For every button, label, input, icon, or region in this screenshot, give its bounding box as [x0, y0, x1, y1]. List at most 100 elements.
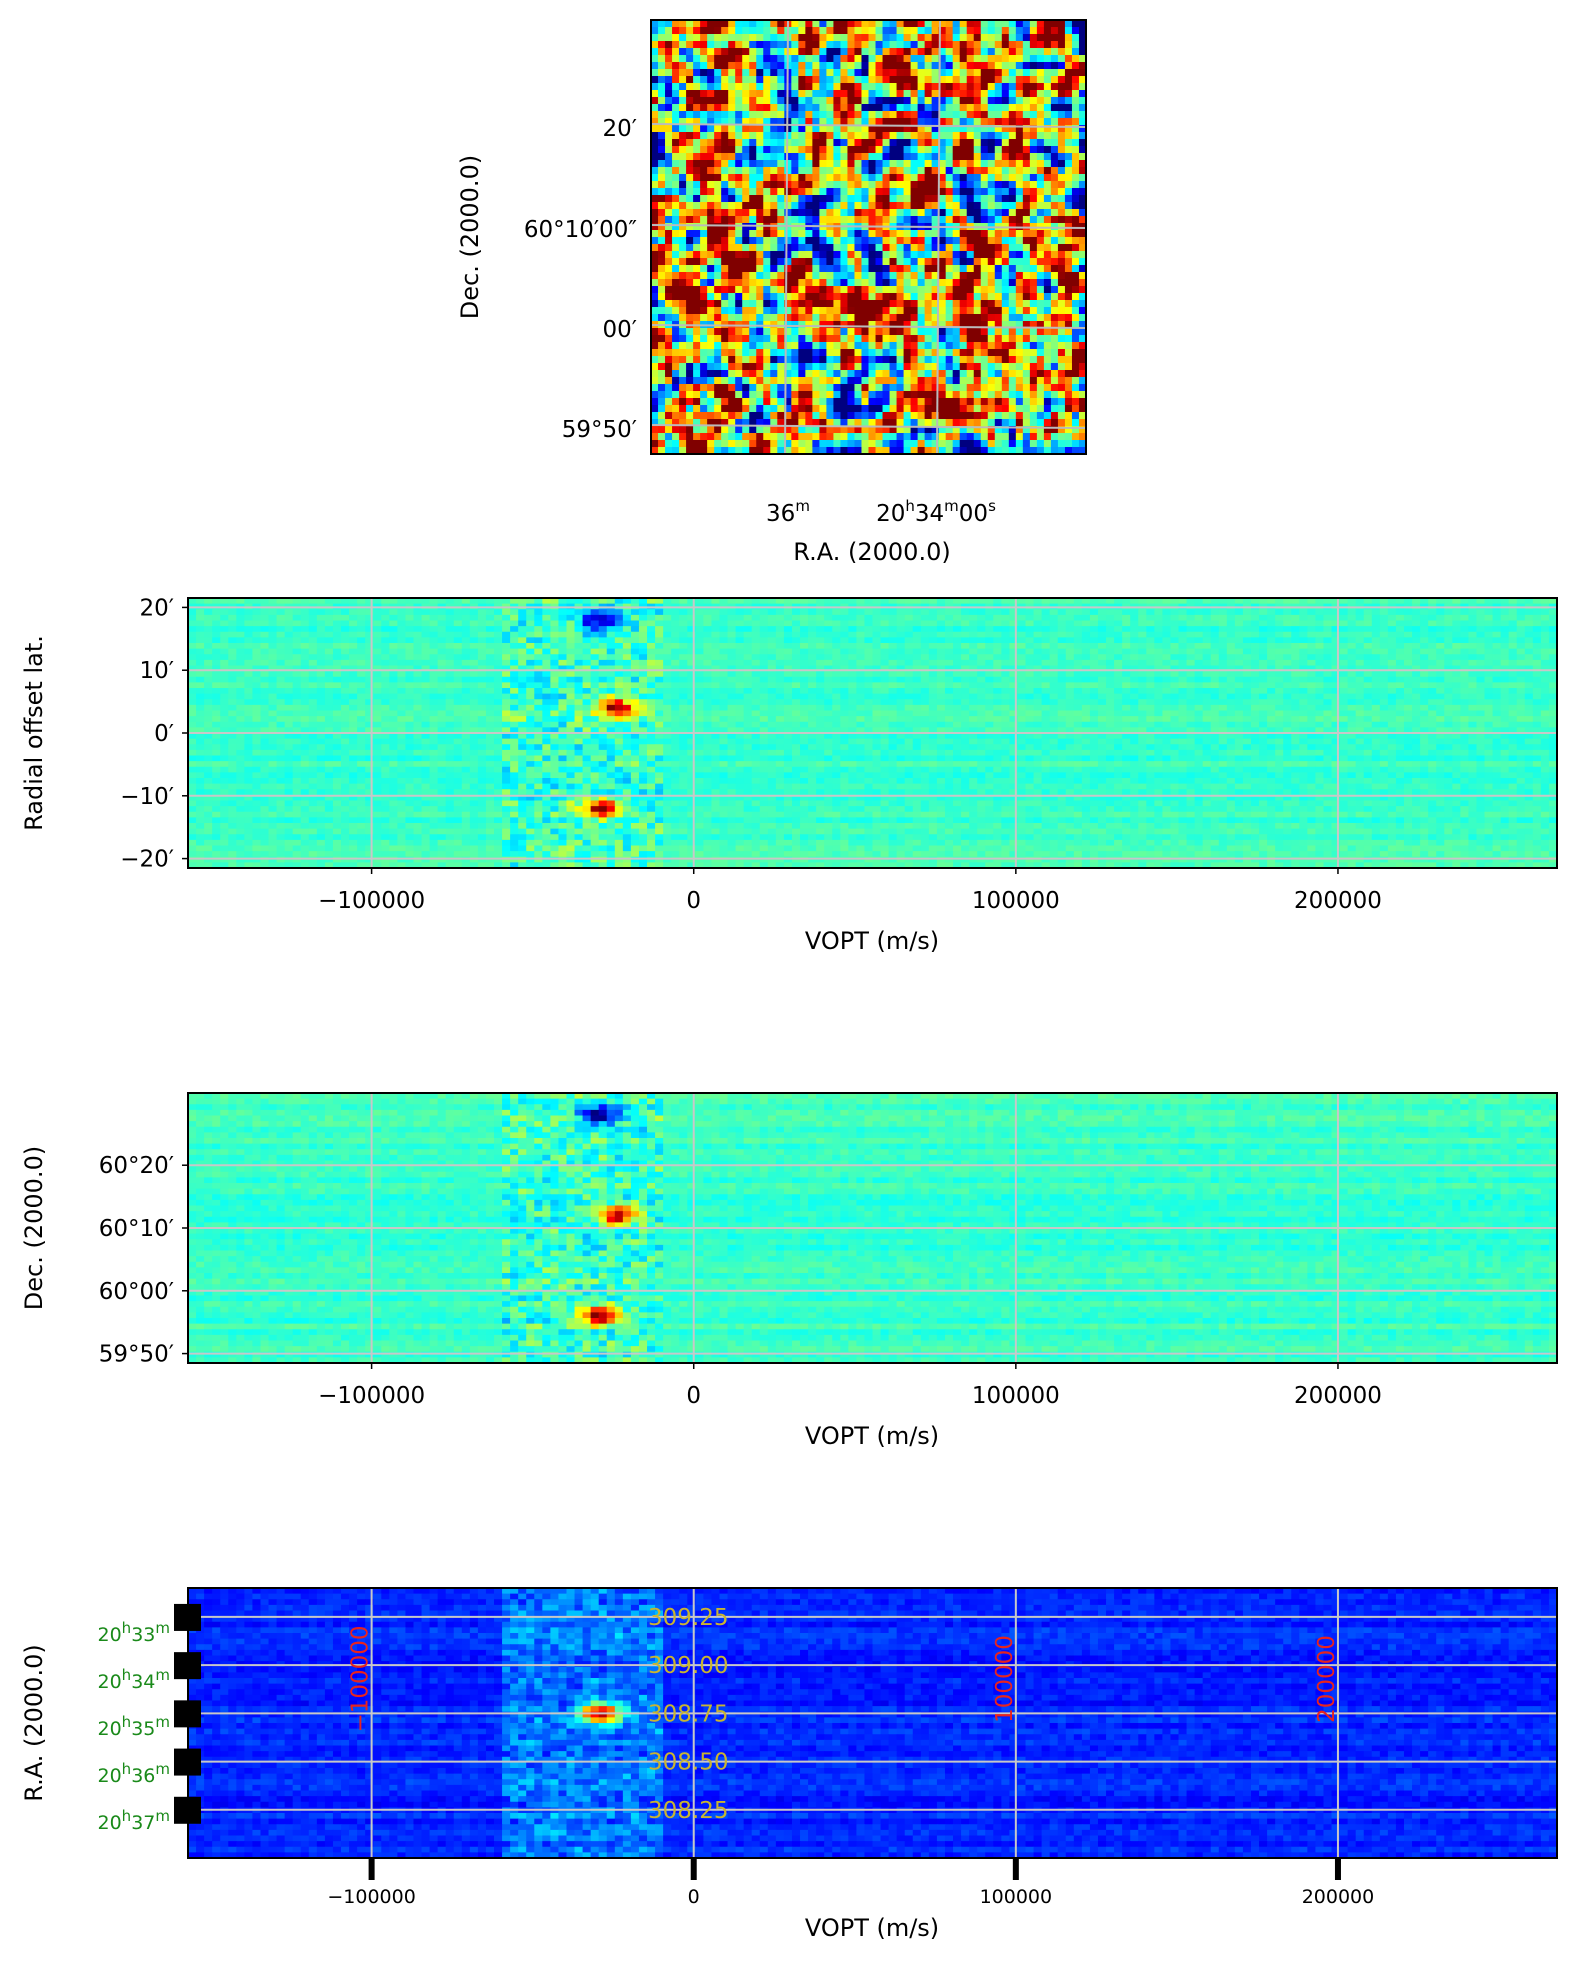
- image-pixel: [700, 216, 708, 224]
- image-pixel: [889, 391, 898, 399]
- image-pixel: [833, 76, 842, 84]
- image-pixel: [882, 83, 891, 91]
- image-pixel: [1043, 202, 1052, 210]
- pv-pixel: [912, 626, 922, 633]
- image-pixel: [763, 237, 771, 245]
- image-pixel: [728, 181, 736, 189]
- image-pixel: [826, 209, 835, 217]
- image-pixel: [889, 300, 898, 308]
- pv-pixel: [832, 631, 841, 638]
- image-pixel: [651, 286, 659, 294]
- image-pixel: [910, 363, 919, 371]
- image-pixel: [882, 237, 891, 245]
- image-pixel: [763, 160, 771, 168]
- image-pixel: [812, 307, 820, 315]
- image-pixel: [980, 377, 989, 385]
- image-pixel: [994, 265, 1003, 273]
- pv-pixel: [292, 626, 302, 633]
- image-pixel: [1050, 174, 1059, 182]
- image-pixel: [994, 146, 1003, 154]
- image-pixel: [868, 363, 877, 371]
- image-pixel: [931, 258, 940, 266]
- pv-pixel: [791, 614, 801, 622]
- image-pixel: [840, 62, 849, 70]
- image-pixel: [756, 195, 764, 203]
- image-pixel: [903, 342, 912, 350]
- image-pixel: [924, 41, 933, 49]
- image-pixel: [777, 195, 785, 203]
- image-pixel: [987, 69, 996, 77]
- image-pixel: [1022, 27, 1031, 35]
- pv-pixel: [429, 626, 439, 633]
- image-pixel: [931, 440, 940, 448]
- image-pixel: [1050, 433, 1059, 441]
- image-pixel: [798, 181, 806, 189]
- image-pixel: [728, 153, 736, 161]
- pv-pixel: [1315, 620, 1325, 627]
- pv-pixel: [1508, 609, 1518, 616]
- image-pixel: [749, 195, 757, 203]
- image-pixel: [833, 412, 842, 420]
- image-pixel: [742, 174, 750, 182]
- image-pixel: [672, 167, 680, 175]
- sky-image-grid: [651, 20, 1086, 454]
- image-pixel: [889, 202, 898, 210]
- image-pixel: [693, 447, 701, 454]
- image-pixel: [945, 314, 954, 322]
- pv-pixel: [1291, 626, 1300, 633]
- image-pixel: [938, 76, 947, 84]
- image-pixel: [819, 398, 828, 406]
- image-pixel: [1001, 244, 1010, 252]
- image-pixel: [651, 160, 659, 168]
- image-pixel: [756, 153, 764, 161]
- image-pixel: [1036, 195, 1045, 203]
- pv-pixel: [1122, 620, 1131, 627]
- image-pixel: [840, 398, 849, 406]
- image-pixel: [1022, 391, 1031, 399]
- image-pixel: [973, 76, 982, 84]
- image-pixel: [1029, 447, 1038, 454]
- image-pixel: [672, 216, 680, 224]
- pv-pixel: [405, 609, 415, 616]
- image-pixel: [784, 265, 792, 273]
- image-pixel: [1036, 342, 1045, 350]
- image-pixel: [903, 41, 912, 49]
- pv-pixel: [574, 609, 584, 616]
- image-pixel: [1078, 335, 1086, 343]
- image-pixel: [882, 426, 891, 434]
- image-pixel: [749, 377, 757, 385]
- pv-pixel: [381, 620, 390, 627]
- image-pixel: [980, 97, 989, 105]
- image-pixel: [826, 125, 835, 133]
- pv-pixel: [1194, 620, 1204, 627]
- image-pixel: [1071, 426, 1080, 434]
- image-pixel: [735, 391, 743, 399]
- image-pixel: [721, 335, 729, 343]
- image-pixel: [889, 139, 898, 147]
- image-pixel: [1064, 265, 1073, 273]
- image-pixel: [805, 328, 813, 336]
- image-pixel: [966, 293, 975, 301]
- image-pixel: [672, 370, 680, 378]
- image-pixel: [1078, 181, 1086, 189]
- pv-pixel: [614, 598, 624, 605]
- image-pixel: [686, 195, 694, 203]
- image-pixel: [826, 377, 835, 385]
- image-pixel: [686, 237, 694, 245]
- image-pixel: [945, 118, 954, 126]
- pv-pixel: [767, 631, 777, 638]
- image-pixel: [735, 160, 743, 168]
- image-pixel: [889, 328, 898, 336]
- image-pixel: [868, 146, 877, 154]
- image-pixel: [1036, 391, 1045, 399]
- image-pixel: [658, 188, 666, 196]
- pv-pixel: [767, 614, 777, 622]
- pv-pixel: [783, 614, 793, 622]
- image-pixel: [658, 398, 666, 406]
- pv-pixel: [461, 631, 471, 638]
- pv-pixel: [751, 609, 761, 616]
- image-pixel: [875, 370, 884, 378]
- image-pixel: [805, 356, 813, 364]
- image-pixel: [735, 153, 743, 161]
- image-pixel: [987, 433, 996, 441]
